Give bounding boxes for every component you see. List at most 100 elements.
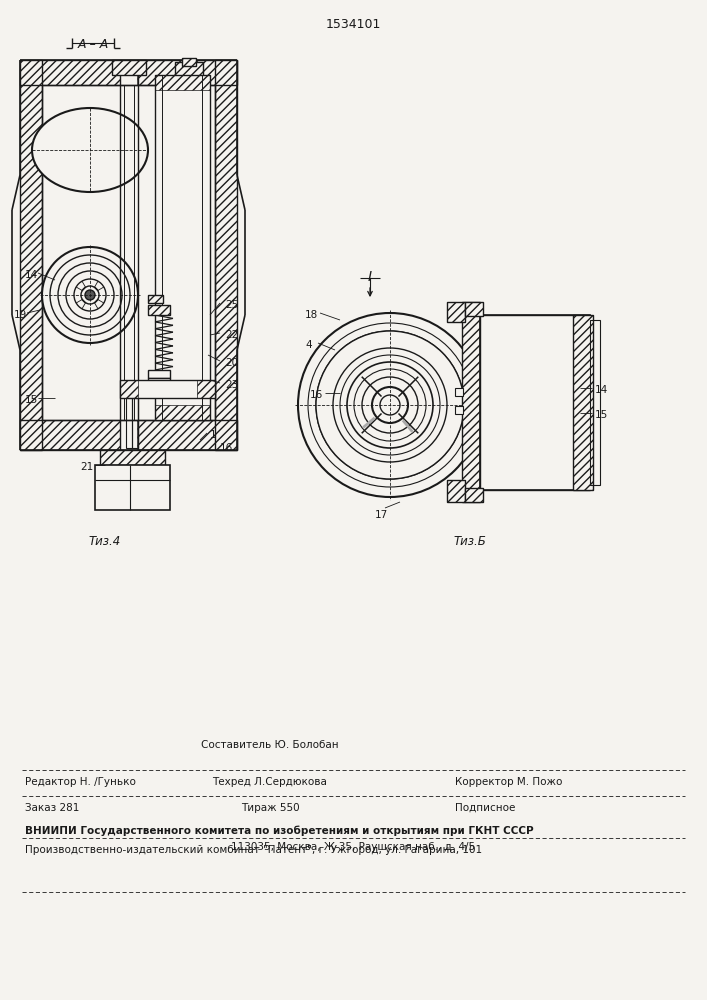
Text: 113035, Москва, Ж-35, Раушская наб., д. 4/5: 113035, Москва, Ж-35, Раушская наб., д. … xyxy=(231,842,475,852)
Text: 14: 14 xyxy=(25,270,38,280)
Bar xyxy=(148,295,163,303)
Circle shape xyxy=(333,348,447,462)
Bar xyxy=(215,60,237,450)
Bar xyxy=(100,450,165,465)
Text: 15: 15 xyxy=(595,410,608,420)
Bar xyxy=(465,302,483,316)
Bar xyxy=(465,488,483,502)
Circle shape xyxy=(81,286,99,304)
Ellipse shape xyxy=(32,108,148,192)
Text: Τиз.4: Τиз.4 xyxy=(89,535,121,548)
Bar xyxy=(155,75,210,90)
Circle shape xyxy=(42,247,138,343)
Text: 15: 15 xyxy=(25,395,38,405)
Text: 21: 21 xyxy=(80,462,93,472)
Bar xyxy=(137,420,237,450)
Bar xyxy=(120,380,138,398)
Bar xyxy=(197,380,215,398)
Bar xyxy=(447,302,465,322)
Text: Корректор М. Пожо: Корректор М. Пожо xyxy=(455,777,562,787)
Circle shape xyxy=(85,290,95,300)
Text: 16: 16 xyxy=(310,390,323,400)
Bar xyxy=(20,420,120,450)
Text: 16: 16 xyxy=(220,443,233,453)
Text: 23: 23 xyxy=(225,380,238,390)
Text: 1534101: 1534101 xyxy=(325,18,380,31)
Bar xyxy=(20,60,42,450)
Circle shape xyxy=(347,362,433,448)
Bar xyxy=(148,305,170,315)
Text: 1: 1 xyxy=(210,430,216,440)
Circle shape xyxy=(340,355,440,455)
Circle shape xyxy=(308,323,472,487)
Circle shape xyxy=(74,279,106,311)
Bar xyxy=(20,420,237,450)
Bar xyxy=(155,75,210,420)
Text: 20: 20 xyxy=(225,358,238,368)
Bar xyxy=(182,58,196,66)
Bar xyxy=(132,398,138,448)
Bar xyxy=(112,60,146,75)
Bar xyxy=(462,302,480,502)
Bar xyxy=(447,302,465,322)
Circle shape xyxy=(316,331,464,479)
Circle shape xyxy=(354,369,426,441)
Bar xyxy=(126,398,132,448)
Text: Составитель Ю. Болобан: Составитель Ю. Болобан xyxy=(201,740,339,750)
Bar xyxy=(175,62,203,84)
Bar xyxy=(148,305,170,315)
Bar xyxy=(120,380,215,398)
Text: Тираж 550: Тираж 550 xyxy=(240,803,299,813)
Text: 14: 14 xyxy=(595,385,608,395)
Circle shape xyxy=(66,271,114,319)
Text: Редактор Н. /Гунько: Редактор Н. /Гунько xyxy=(25,777,136,787)
Circle shape xyxy=(58,263,122,327)
Bar xyxy=(573,315,593,490)
Bar xyxy=(447,480,465,502)
Bar xyxy=(100,450,165,465)
Bar xyxy=(480,315,590,490)
Bar xyxy=(20,60,42,450)
Circle shape xyxy=(362,377,418,433)
Circle shape xyxy=(316,331,464,479)
Bar xyxy=(175,62,203,84)
Bar xyxy=(148,378,170,384)
Bar xyxy=(148,370,170,378)
Text: I: I xyxy=(368,270,372,284)
Bar xyxy=(112,60,146,75)
Text: Производственно-издательский комбинат "Патент", г. Ужгород, ул. Гагарина, 101: Производственно-издательский комбинат "П… xyxy=(25,845,482,855)
Bar xyxy=(465,488,483,502)
Bar xyxy=(455,406,463,414)
Circle shape xyxy=(298,313,482,497)
Text: 25: 25 xyxy=(225,300,238,310)
Bar xyxy=(465,302,483,316)
Text: 19: 19 xyxy=(14,310,28,320)
Text: A – A: A – A xyxy=(77,38,109,51)
Text: ВНИИПИ Государственного комитета по изобретениям и открытиям при ГКНТ СССР: ВНИИПИ Государственного комитета по изоб… xyxy=(25,826,534,836)
Text: 4: 4 xyxy=(305,340,312,350)
Bar xyxy=(462,302,480,502)
Bar xyxy=(137,60,237,85)
Text: Заказ 281: Заказ 281 xyxy=(25,803,79,813)
Bar xyxy=(573,315,593,490)
Circle shape xyxy=(380,395,400,415)
Bar xyxy=(182,58,196,66)
Bar xyxy=(20,60,120,85)
Text: 17: 17 xyxy=(375,510,388,520)
Bar xyxy=(215,60,237,450)
Bar xyxy=(155,405,210,420)
Bar xyxy=(20,60,237,85)
Text: Подписное: Подписное xyxy=(455,803,515,813)
Bar xyxy=(447,480,465,502)
Bar xyxy=(590,320,600,485)
Bar xyxy=(148,295,163,303)
Circle shape xyxy=(325,340,455,470)
Circle shape xyxy=(50,255,130,335)
Text: Τиз.Б: Τиз.Б xyxy=(454,535,486,548)
Circle shape xyxy=(325,340,455,470)
Text: 18: 18 xyxy=(305,310,318,320)
Bar xyxy=(95,465,170,510)
Text: 22: 22 xyxy=(225,330,238,340)
Bar xyxy=(455,388,463,396)
Text: Техред Л.Сердюкова: Техред Л.Сердюкова xyxy=(213,777,327,787)
